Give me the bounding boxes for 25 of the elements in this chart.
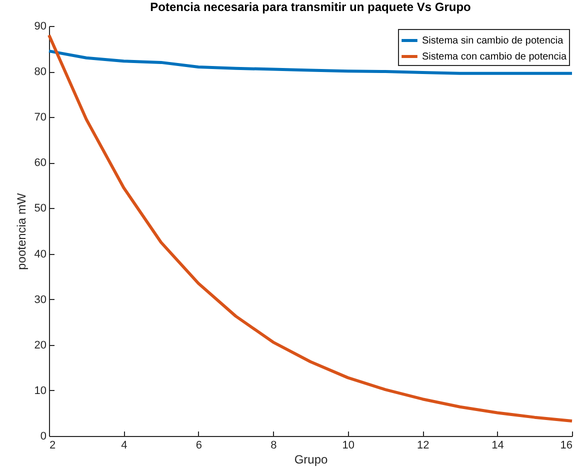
x-tick-label: 14 — [492, 440, 504, 452]
x-tick-label: 6 — [196, 440, 202, 452]
x-tick-label: 2 — [50, 440, 56, 452]
y-tick-label: 40 — [34, 248, 46, 260]
line-series — [48, 34, 574, 422]
line-series — [48, 50, 574, 75]
legend-label: Sistema sin cambio de potencia — [422, 36, 564, 46]
y-tick-label: 10 — [34, 384, 46, 397]
y-tick-label: 80 — [34, 66, 46, 78]
x-tick-label: 10 — [342, 440, 354, 452]
x-tick-label: 16 — [560, 440, 572, 452]
x-tick-label: 8 — [270, 440, 277, 452]
y-tick-label: 20 — [34, 339, 46, 352]
x-tick-label: 12 — [416, 440, 430, 452]
x-tick-label: 4 — [121, 440, 128, 452]
y-tick-label: 50 — [34, 202, 46, 215]
y-axis-title: pootencia mW — [14, 192, 28, 270]
y-tick-label: 0 — [40, 430, 46, 442]
y-tick-label: 90 — [34, 20, 46, 32]
y-tick-label: 70 — [34, 112, 46, 124]
y-tick-label: 30 — [34, 294, 46, 306]
x-axis-title: Grupo — [294, 452, 328, 466]
y-tick-label: 60 — [34, 157, 46, 170]
legend-label: Sistema con cambio de potencia — [422, 52, 567, 62]
chart-title: Potencia necesaria para transmitir un paquete Vs Grupo — [150, 0, 471, 14]
